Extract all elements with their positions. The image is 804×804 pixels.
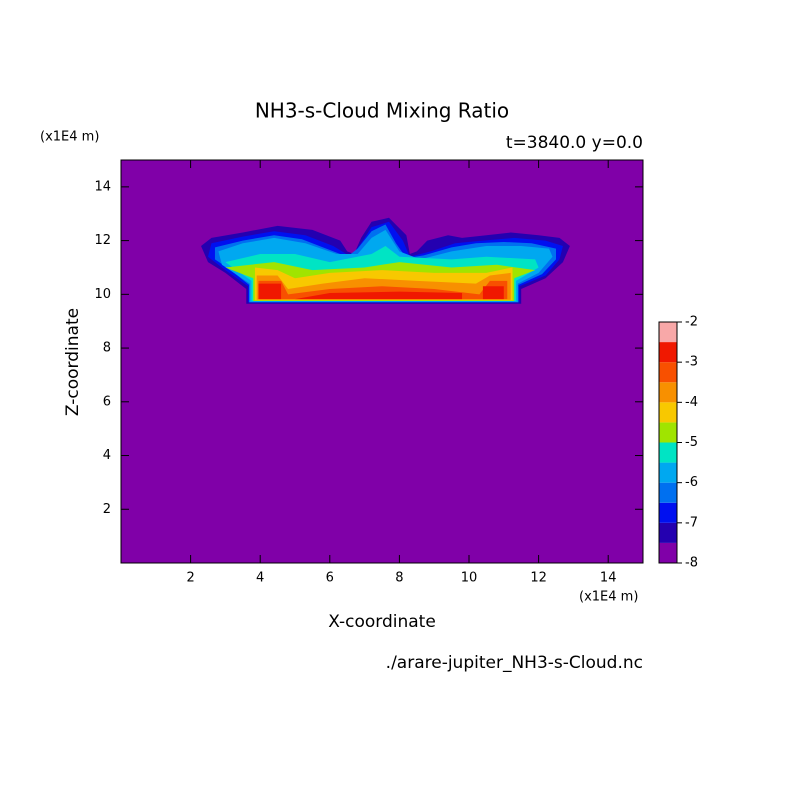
colorbar-tick-label: -4 [685, 395, 698, 410]
colorbar-tick-label: -7 [685, 515, 698, 530]
contour-region [295, 291, 463, 300]
x-tick-label: 6 [326, 571, 334, 586]
y-tick-label: 6 [103, 394, 111, 409]
colorbar-swatch [659, 502, 677, 523]
y-tick-label: 2 [103, 502, 111, 517]
colorbar-tick-label: -6 [685, 475, 698, 490]
y-tick-label: 14 [94, 179, 111, 194]
colorbar-swatch [659, 322, 677, 343]
colorbar-swatch [659, 542, 677, 563]
colorbar-tick-label: -8 [685, 556, 698, 571]
x-tick-label: 12 [530, 571, 547, 586]
y-tick-label: 8 [103, 341, 111, 356]
source-label: ./arare-jupiter_NH3-s-Cloud.nc [386, 653, 643, 673]
contour-region [482, 286, 504, 300]
x-tick-label: 4 [256, 571, 264, 586]
colorbar-swatch [659, 462, 677, 483]
colorbar-swatch [659, 422, 677, 443]
colorbar-tick-label: -2 [685, 315, 698, 330]
plot-frame [120, 159, 644, 564]
contour-region [258, 283, 282, 300]
y-unit: (x1E4 m) [40, 130, 99, 145]
x-unit: (x1E4 m) [579, 590, 638, 605]
y-axis-label: Z-coordinate [63, 308, 83, 416]
chart-subtitle: t=3840.0 y=0.0 [506, 133, 643, 153]
colorbar-tick-label: -3 [685, 355, 698, 370]
x-tick-label: 8 [395, 571, 403, 586]
x-axis-label: X-coordinate [328, 612, 436, 632]
chart-title: NH3-s-Cloud Mixing Ratio [255, 99, 509, 123]
colorbar-tick-label: -5 [685, 435, 698, 450]
colorbar-swatch [659, 402, 677, 423]
y-tick-label: 12 [94, 233, 111, 248]
colorbar-swatch [659, 342, 677, 363]
x-tick-label: 14 [600, 571, 617, 586]
x-tick-label: 2 [186, 571, 194, 586]
x-tick-label: 10 [461, 571, 478, 586]
colorbar-swatch [659, 442, 677, 463]
colorbar-swatch [659, 362, 677, 383]
colorbar-swatch [659, 382, 677, 403]
y-tick-label: 4 [103, 448, 111, 463]
y-tick-label: 10 [94, 287, 111, 302]
colorbar-swatch [659, 522, 677, 543]
colorbar-swatch [659, 482, 677, 503]
